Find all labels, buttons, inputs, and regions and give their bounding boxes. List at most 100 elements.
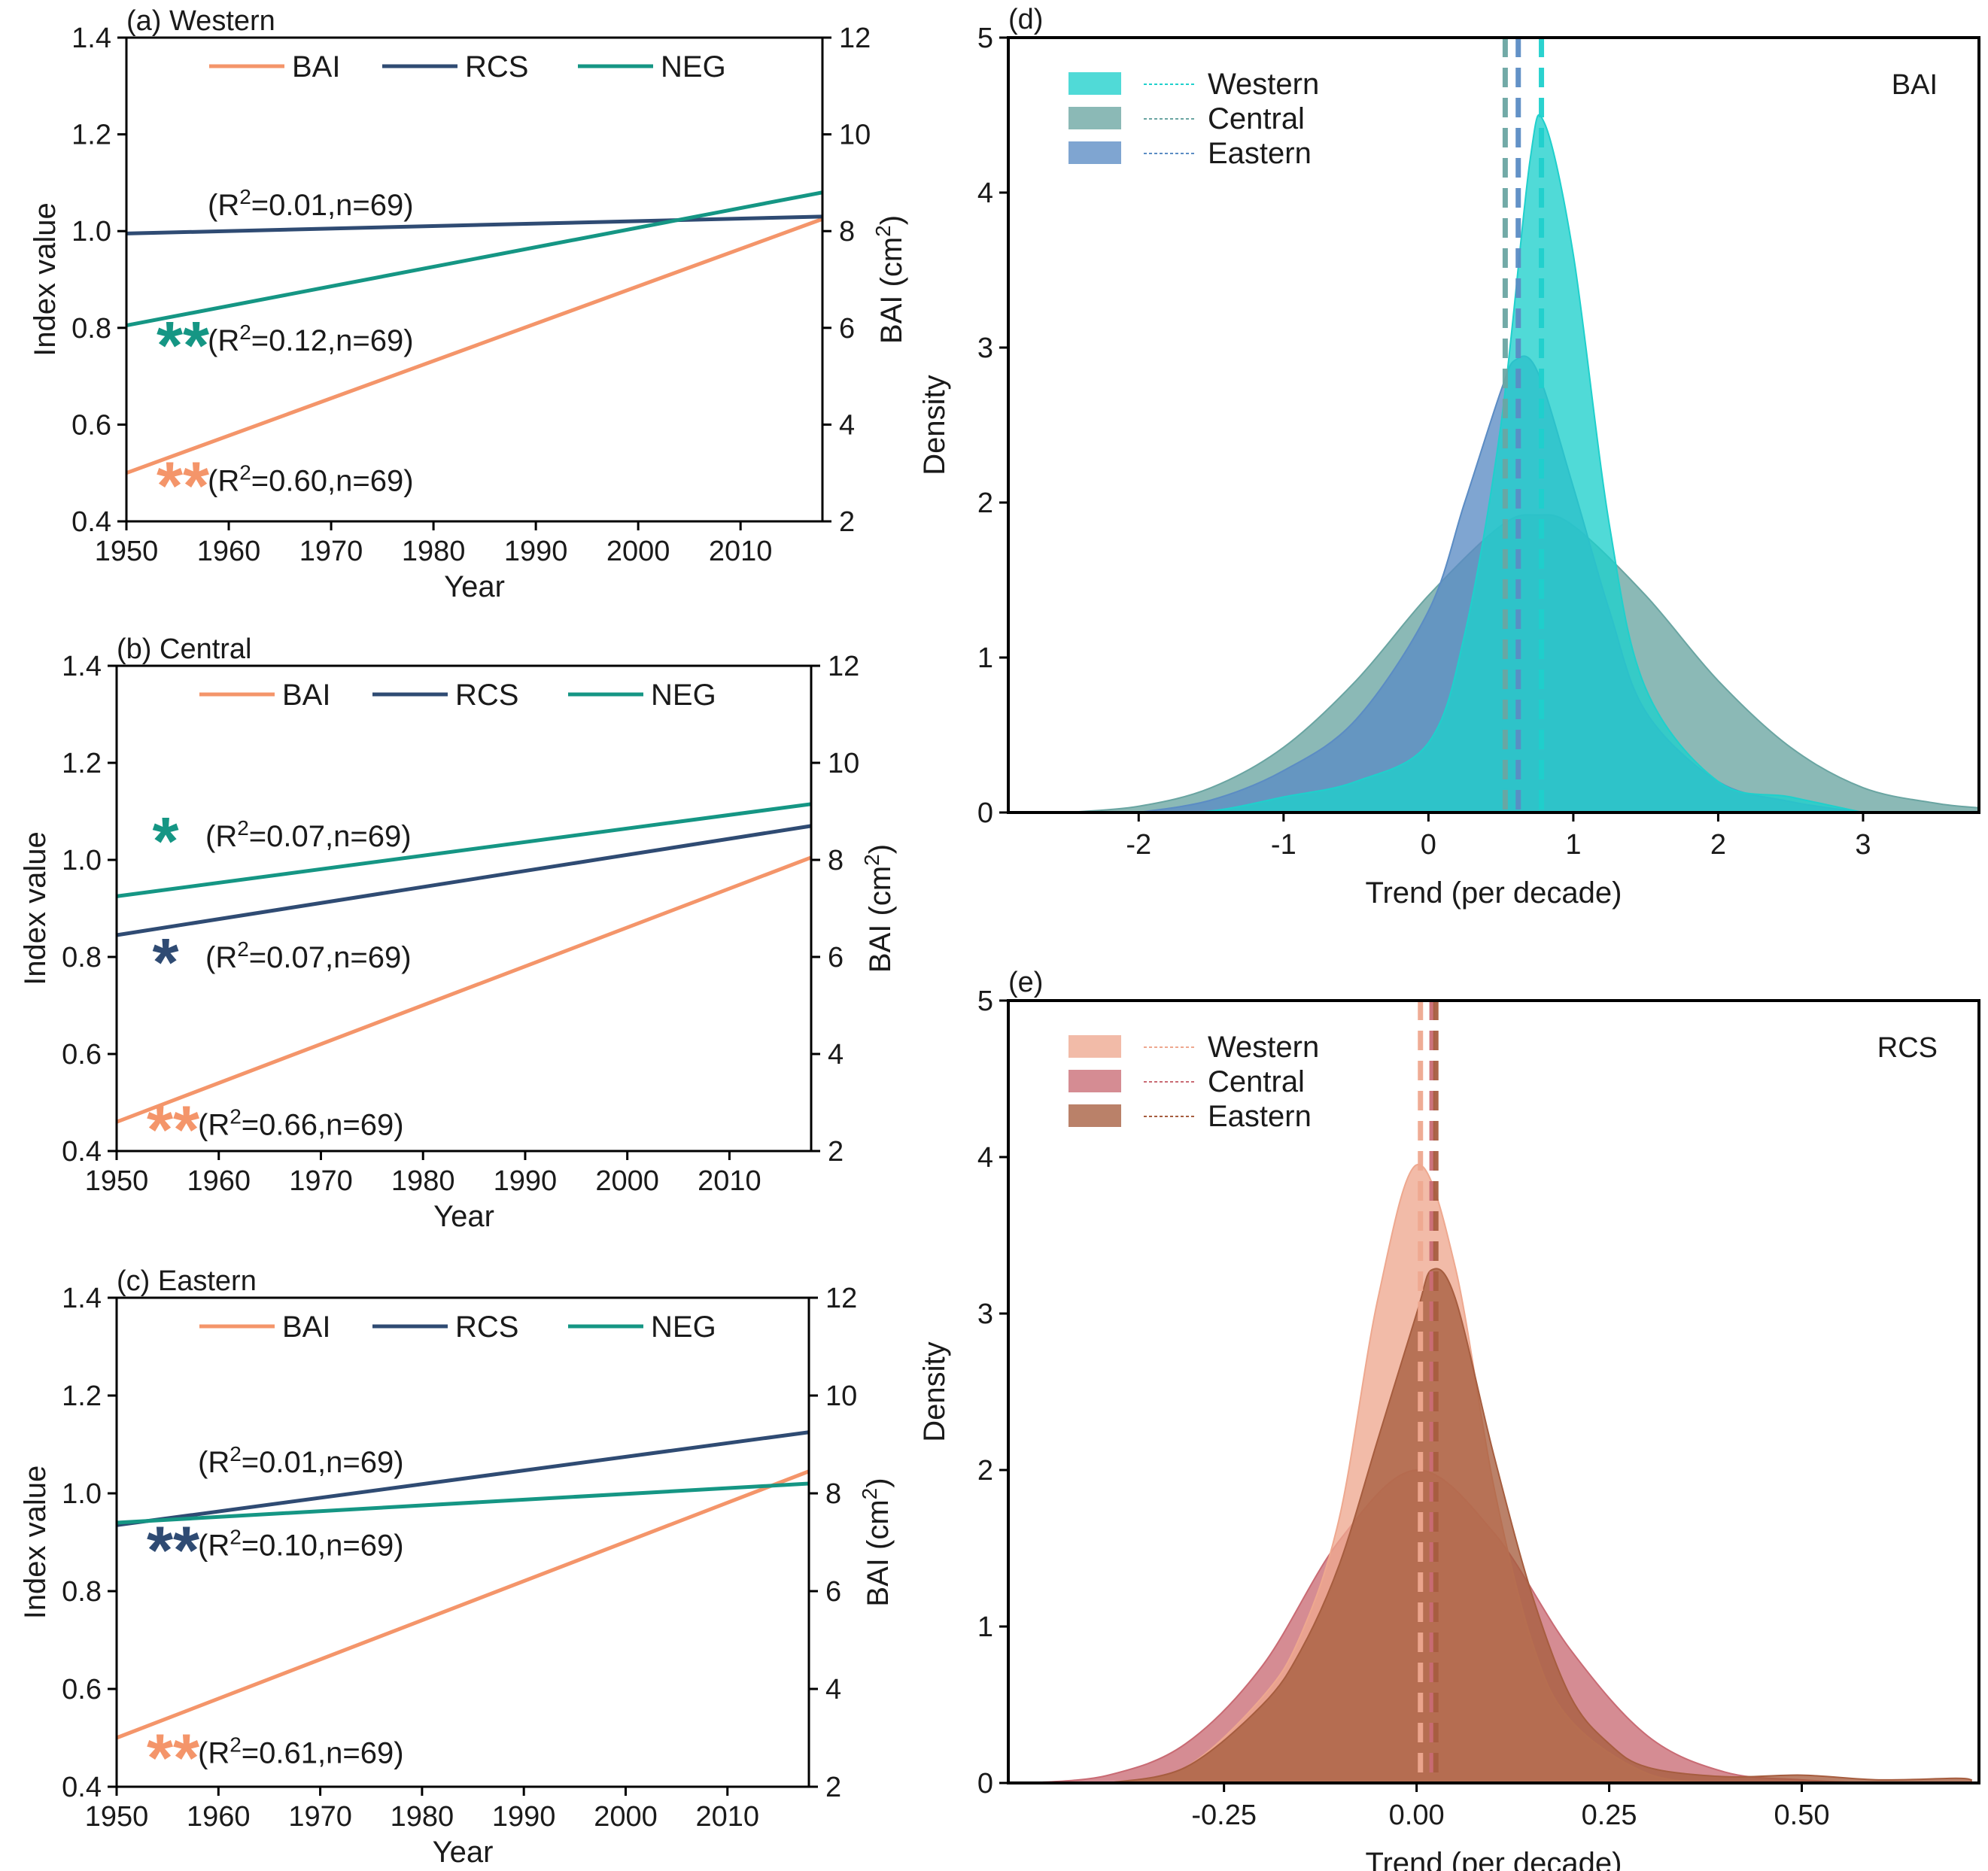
panel-tag: RCS: [1877, 1032, 1938, 1064]
regression-annotation: (R2=0.61,n=69): [198, 1733, 404, 1770]
significance-stars: *: [152, 925, 178, 1001]
significance-stars: **: [147, 1513, 199, 1588]
regression-annotation: (R2=0.07,n=69): [205, 816, 412, 853]
x-tick-label: 1990: [494, 1165, 558, 1197]
x-tick-label: 1970: [289, 1165, 353, 1197]
panel-tag: BAI: [1892, 69, 1938, 101]
legend-swatch-central: [1068, 1070, 1121, 1092]
y-tick-label-left: 0.8: [62, 942, 102, 973]
legend-label-eastern: Eastern: [1208, 137, 1312, 170]
line-panel-2: 1950 1960 1970 1980 1990 2000 2010 0.4 0.6 0.8 1.0…: [19, 633, 897, 1233]
regression-annotation: (R2=0.66,n=69): [198, 1104, 404, 1142]
y-tick-label-left: 1.2: [71, 120, 111, 151]
x-tick-label: 1: [1565, 829, 1581, 861]
y-tick-label-left: 1.0: [71, 216, 111, 248]
density-plot-area: [1031, 1001, 1972, 1783]
series-line-bai: [126, 217, 823, 475]
y-tick-label: 2: [977, 1455, 993, 1487]
series-line-rcs: [116, 824, 812, 937]
legend-label-rcs: RCS: [465, 50, 528, 84]
x-axis-label: Trend (per decade): [1366, 1847, 1622, 1871]
y-tick-label-right: 2: [825, 1772, 841, 1803]
y-axis-label: Density: [918, 375, 951, 475]
y-tick-label-left: 1.4: [62, 1283, 102, 1314]
regression-annotation: (R2=0.10,n=69): [198, 1525, 404, 1563]
y-tick-label-right: 6: [839, 313, 855, 345]
legend-swatch-western: [1068, 1035, 1121, 1058]
y-tick-label-left: 1.0: [62, 845, 102, 876]
legend-label-bai: BAI: [282, 679, 330, 712]
y-tick-label-left: 1.4: [62, 651, 102, 682]
x-tick-label: 1960: [197, 536, 261, 567]
y-tick-label-right: 4: [825, 1674, 841, 1705]
x-axis-label: Year: [444, 570, 505, 603]
x-tick-label: 1950: [85, 1165, 149, 1197]
plot-frame: [125, 36, 824, 523]
y-tick-label-right: 6: [828, 942, 844, 973]
x-tick-label: 1990: [504, 536, 568, 567]
y-tick-label-left: 0.8: [71, 313, 111, 345]
density-panel-1: -2 -1 0 1 2 3 0 1 2 3 4 5 Trend (per decade) Density (…: [918, 4, 1980, 910]
panel-title: (c) Eastern: [117, 1265, 257, 1297]
x-tick-label: -0.25: [1191, 1800, 1257, 1831]
y-tick-label-right: 2: [828, 1136, 844, 1168]
x-tick-label: 1970: [288, 1801, 352, 1833]
series-line-neg: [116, 802, 812, 898]
x-tick-label: 0.25: [1582, 1800, 1637, 1831]
y-axis-label-left: Index value: [19, 1466, 52, 1620]
x-tick-label: 1980: [402, 536, 466, 567]
significance-stars: **: [147, 1721, 199, 1797]
legend-label-rcs: RCS: [455, 679, 518, 712]
y-axis-label-left: Index value: [29, 202, 62, 357]
y-tick-label-right: 8: [828, 845, 844, 876]
y-tick-label: 3: [977, 333, 993, 364]
y-tick-label-right: 10: [828, 748, 859, 779]
series-line-rcs: [116, 1430, 810, 1527]
y-tick-label-left: 1.4: [71, 23, 111, 54]
significance-stars: *: [152, 804, 178, 879]
y-tick-label: 4: [977, 178, 993, 209]
regression-annotation: (R2=0.01,n=69): [208, 184, 414, 222]
y-tick-label: 0: [977, 1768, 993, 1800]
y-tick-label-left: 0.6: [71, 409, 111, 441]
y-tick-label: 0: [977, 797, 993, 829]
x-axis-label: Trend (per decade): [1366, 876, 1622, 910]
x-tick-label: 0.50: [1774, 1800, 1830, 1831]
y-axis-label-right: BAI (cm2): [860, 844, 898, 973]
significance-stars: **: [147, 1093, 199, 1168]
y-axis-label-right: BAI (cm2): [858, 1478, 895, 1606]
y-tick-label-left: 1.0: [62, 1478, 102, 1510]
legend-label-neg: NEG: [661, 50, 726, 84]
legend-label-central: Central: [1208, 1065, 1305, 1098]
legend-swatch-eastern: [1068, 141, 1121, 164]
y-tick-label-left: 1.2: [62, 748, 102, 779]
y-tick-label: 1: [977, 1611, 993, 1643]
legend-label-rcs: RCS: [455, 1311, 518, 1344]
y-tick-label-right: 4: [839, 409, 855, 441]
legend-label-bai: BAI: [282, 1311, 330, 1344]
legend-swatch-western: [1068, 72, 1121, 95]
plot-frame: [115, 664, 813, 1153]
x-tick-label: 0: [1421, 829, 1436, 861]
regression-annotation: (R2=0.12,n=69): [208, 320, 414, 357]
legend-label-western: Western: [1208, 1031, 1319, 1064]
y-axis-label-right: BAI (cm2): [871, 215, 909, 344]
y-tick-label-left: 0.8: [62, 1576, 102, 1608]
x-tick-label: 3: [1855, 829, 1871, 861]
density-area-eastern: [1108, 1268, 1972, 1783]
y-tick-label-right: 8: [825, 1478, 841, 1510]
x-tick-label: 2010: [695, 1801, 759, 1833]
y-tick-label: 5: [977, 986, 993, 1017]
y-tick-label-right: 10: [839, 120, 871, 151]
x-tick-label: 1950: [85, 1801, 149, 1833]
significance-stars: **: [157, 308, 209, 384]
x-tick-label: 1960: [187, 1165, 251, 1197]
significance-stars: **: [157, 448, 209, 524]
density-panel-2: -0.25 0.00 0.25 0.50 0 1 2 3 4 5 Trend (per decade…: [918, 967, 1980, 1871]
x-tick-label: -1: [1271, 829, 1296, 861]
line-panel-3: 1950 1960 1970 1980 1990 2000 2010 0.4 0.6 0.8 1.0…: [19, 1265, 895, 1869]
y-tick-label-right: 12: [825, 1283, 857, 1314]
y-tick-label-left: 0.4: [62, 1772, 102, 1803]
panel-title: (e): [1008, 967, 1043, 998]
